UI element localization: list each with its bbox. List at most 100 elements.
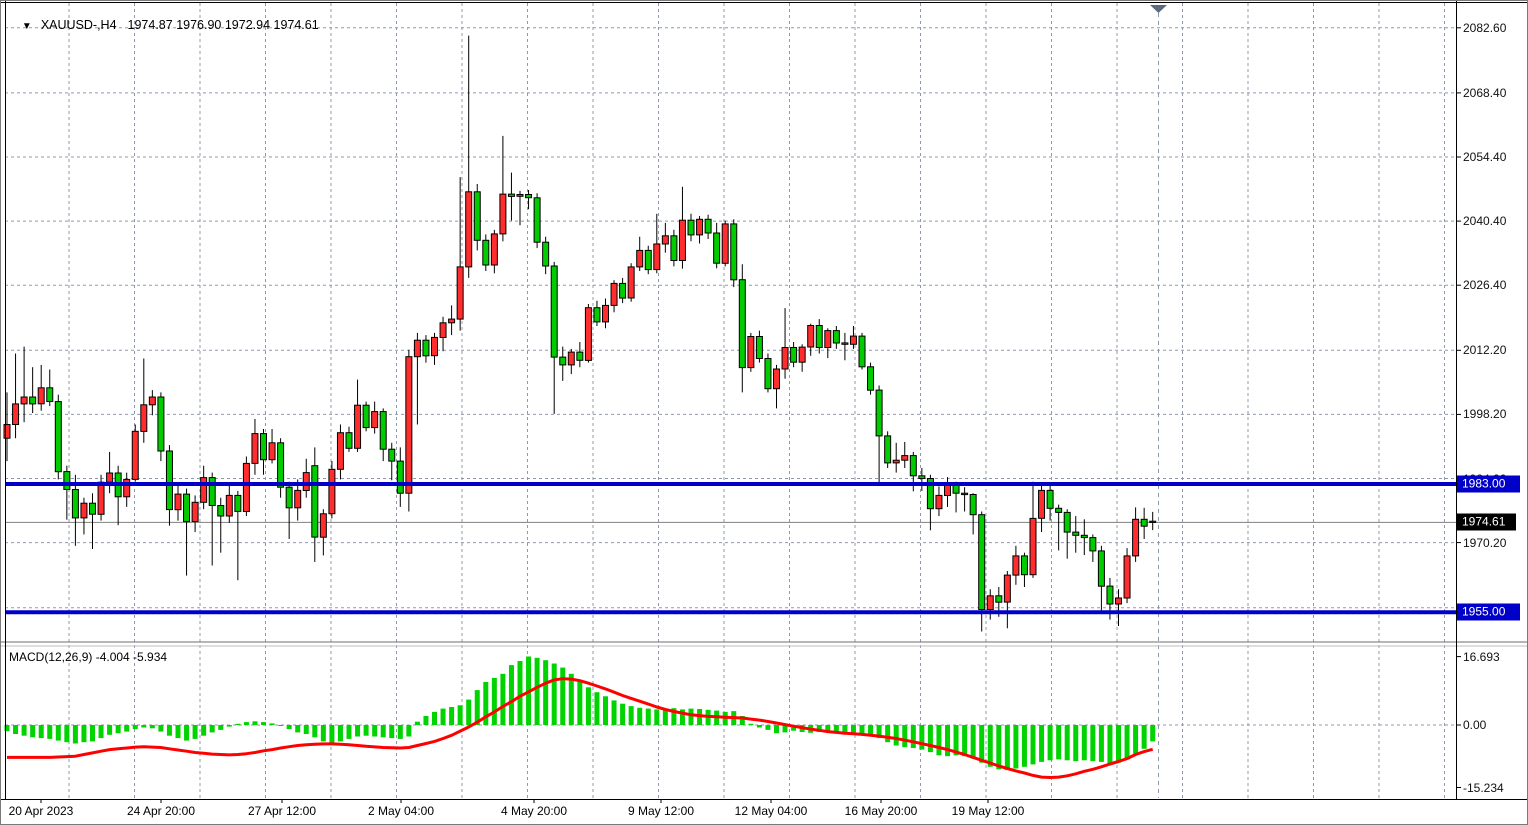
- candle-body: [200, 477, 208, 503]
- macd-histogram-bar: [517, 661, 523, 725]
- price-tick-label: 2082.60: [1463, 20, 1507, 35]
- candle-body: [311, 465, 319, 538]
- macd-histogram-bar: [953, 725, 959, 756]
- candle-body: [208, 477, 216, 507]
- candle-body: [644, 249, 652, 271]
- macd-histogram-bar: [1116, 725, 1121, 763]
- candle-body: [336, 432, 344, 470]
- macd-histogram-bar: [1141, 725, 1147, 749]
- candle-body: [46, 387, 54, 402]
- candle-body: [80, 502, 88, 519]
- macd-histogram-bar: [868, 725, 874, 735]
- candle-body: [371, 411, 379, 429]
- macd-histogram-bar: [1124, 725, 1130, 760]
- candle-body: [431, 336, 438, 357]
- time-label: 27 Apr 12:00: [247, 804, 317, 818]
- macd-histogram-bar: [979, 725, 985, 763]
- candle-body: [1140, 518, 1148, 527]
- macd-histogram-bar: [312, 725, 318, 738]
- candle-body: [986, 595, 994, 610]
- macd-histogram-bar: [577, 680, 583, 725]
- macd-histogram-bar: [842, 725, 848, 733]
- candle-body: [473, 191, 481, 241]
- macd-histogram-bar: [491, 677, 497, 725]
- macd-histogram-bar: [432, 711, 437, 725]
- candle-body: [191, 501, 199, 522]
- macd-histogram-bar: [568, 673, 574, 726]
- candle-body: [961, 492, 969, 496]
- candle-body: [815, 325, 823, 348]
- price-tick-label: 2068.40: [1463, 85, 1507, 100]
- candle-body: [841, 342, 849, 345]
- macd-histogram-bar: [1039, 725, 1045, 762]
- macd-histogram-bar: [1004, 725, 1010, 771]
- candle-body: [148, 396, 156, 406]
- candle-body: [627, 266, 635, 299]
- candle-body: [593, 307, 601, 323]
- macd-histogram-bar: [38, 725, 44, 739]
- candle-body: [1123, 555, 1131, 599]
- hline-price-tag[interactable]: 1983.00: [1457, 475, 1520, 493]
- macd-histogram-bar: [902, 725, 908, 748]
- macd-histogram-bar: [1064, 725, 1070, 761]
- macd-histogram-bar: [115, 725, 121, 734]
- candle-body: [875, 389, 883, 437]
- price-tick-label: 2012.20: [1463, 343, 1507, 358]
- macd-histogram-bar: [1133, 725, 1139, 754]
- candle-body: [422, 339, 430, 357]
- candle-body: [456, 266, 464, 320]
- macd-histogram-bar: [748, 723, 754, 725]
- candle-body: [277, 442, 285, 488]
- macd-histogram-bar: [295, 725, 301, 733]
- candle-body: [37, 387, 45, 405]
- candle-body: [345, 432, 353, 449]
- macd-histogram-bar: [201, 725, 207, 736]
- time-label: 12 May 04:00: [734, 804, 808, 818]
- macd-histogram-bar: [406, 725, 412, 737]
- chart-collapse-icon[interactable]: ▼: [21, 21, 32, 32]
- macd-histogram-bar: [1098, 725, 1104, 762]
- macd-histogram-bar: [55, 725, 61, 741]
- candle-body: [576, 351, 584, 361]
- macd-histogram-bar: [4, 725, 10, 732]
- macd-histogram-bar: [184, 725, 190, 741]
- macd-histogram-bar: [927, 725, 933, 753]
- candle-body: [730, 223, 738, 281]
- macd-histogram-bar: [1056, 725, 1062, 760]
- candle-body: [319, 513, 327, 538]
- candle-body: [54, 401, 62, 473]
- macd-histogram-bar: [987, 725, 993, 767]
- macd-histogram-bar: [278, 725, 284, 726]
- candle-body: [242, 462, 250, 512]
- macd-histogram-bar: [876, 725, 882, 739]
- macd-histogram-bar: [449, 707, 455, 725]
- macd-scale-zero: 0.00: [1463, 718, 1487, 732]
- candle-body: [884, 435, 892, 464]
- macd-histogram-bar: [637, 707, 643, 725]
- candle-body: [867, 366, 875, 391]
- macd-histogram-bar: [175, 725, 181, 739]
- candle-body: [858, 335, 866, 368]
- candle-body: [174, 493, 182, 511]
- candle-body: [388, 448, 396, 462]
- candle-body: [439, 322, 447, 338]
- macd-histogram-bar: [594, 692, 600, 725]
- candle-body: [1149, 520, 1157, 523]
- macd-histogram-bar: [337, 725, 343, 742]
- candle-body: [713, 232, 721, 264]
- macd-histogram-bar: [474, 690, 480, 725]
- shift-marker-icon[interactable]: [1150, 5, 1167, 13]
- candle-body: [490, 233, 498, 266]
- price-tick-label: 1970.20: [1463, 535, 1507, 550]
- candle-body: [183, 493, 191, 523]
- candle-body: [413, 339, 421, 358]
- candle-body: [721, 223, 729, 264]
- candle-body: [260, 433, 267, 461]
- time-label: 2 May 04:00: [367, 804, 435, 818]
- price-tick-label: 2054.40: [1463, 150, 1507, 164]
- macd-histogram-bar: [1090, 725, 1096, 762]
- hline-price-tag[interactable]: 1955.00: [1457, 603, 1520, 621]
- time-label: 24 Apr 20:00: [126, 804, 196, 818]
- macd-histogram-bar: [261, 722, 266, 725]
